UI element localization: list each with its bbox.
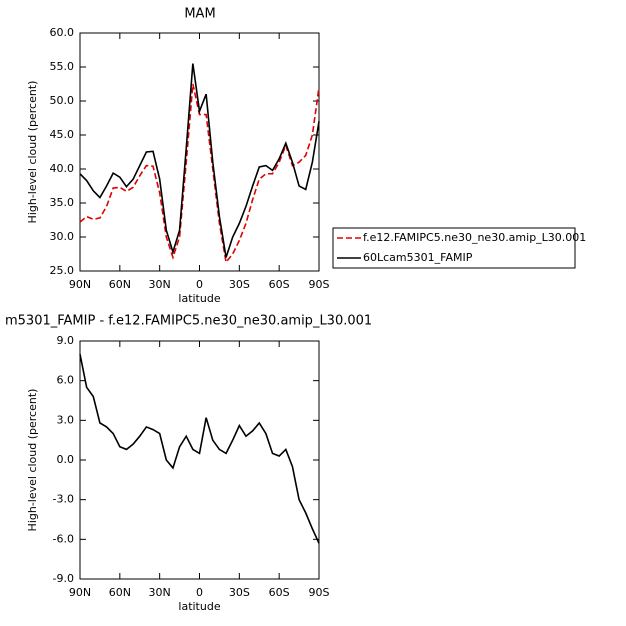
y-tick-label: 9.0 [57, 334, 75, 347]
legend-label: 60Lcam5301_FAMIP [363, 251, 473, 264]
x-tick-label: 90S [309, 586, 330, 599]
y-tick-label: 40.0 [50, 162, 75, 175]
y-axis-label: High-level cloud (percent) [26, 81, 39, 224]
x-tick-label: 60N [109, 586, 131, 599]
x-tick-label: 0 [196, 586, 203, 599]
x-tick-label: 30N [149, 278, 171, 291]
data-line [79, 83, 320, 265]
y-tick-label: 25.0 [50, 264, 75, 277]
chart-title: m5301_FAMIP - f.e12.FAMIPC5.ne30_ne30.am… [5, 314, 372, 329]
x-tick-label: 90S [309, 278, 330, 291]
x-axis-label: latitude [178, 600, 220, 613]
x-tick-label: 30N [149, 586, 171, 599]
x-tick-label: 60N [109, 278, 131, 291]
y-tick-label: 3.0 [57, 413, 75, 426]
x-tick-label: 30S [229, 278, 250, 291]
data-line [79, 354, 320, 544]
y-tick-label: -6.0 [53, 532, 74, 545]
x-tick-label: 60S [269, 278, 290, 291]
x-tick-label: 60S [269, 586, 290, 599]
y-tick-label: 30.0 [50, 230, 75, 243]
y-tick-label: 55.0 [50, 60, 75, 73]
y-tick-label: 35.0 [50, 196, 75, 209]
legend-box [332, 227, 576, 269]
y-tick-label: 60.0 [50, 26, 75, 39]
y-tick-label: 45.0 [50, 128, 75, 141]
x-tick-label: 90N [69, 586, 91, 599]
y-tick-label: -9.0 [53, 572, 74, 585]
x-tick-label: 90N [69, 278, 91, 291]
x-tick-label: 30S [229, 586, 250, 599]
y-axis-label: High-level cloud (percent) [26, 389, 39, 532]
x-axis-label: latitude [178, 292, 220, 305]
plot-frame [79, 340, 320, 580]
y-tick-label: -3.0 [53, 493, 74, 506]
x-tick-label: 0 [196, 278, 203, 291]
chart-title: MAM [184, 7, 215, 22]
y-tick-label: 0.0 [57, 453, 75, 466]
y-tick-label: 6.0 [57, 374, 75, 387]
data-line [79, 63, 320, 258]
legend-label: f.e12.FAMIPC5.ne30_ne30.amip_L30.001 [363, 231, 586, 244]
y-tick-label: 50.0 [50, 94, 75, 107]
